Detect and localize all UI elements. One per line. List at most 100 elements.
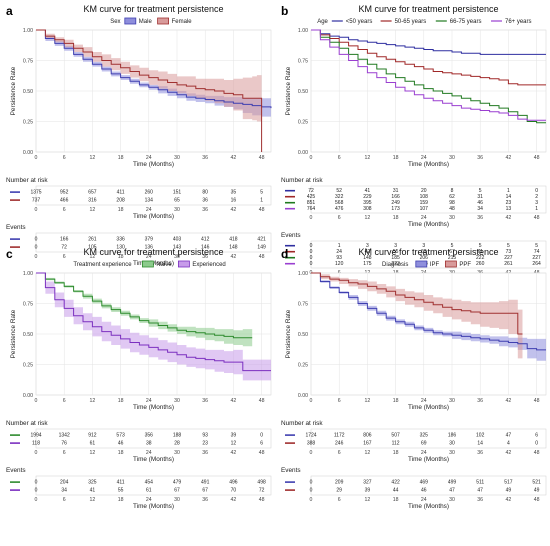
table-x-tick: 18	[393, 497, 399, 503]
x-tick-label: 30	[174, 398, 180, 404]
y-axis-label: Persistence Rate	[285, 309, 292, 358]
table-cell: 395	[363, 200, 372, 206]
y-tick-label: 0.25	[298, 120, 308, 126]
km-panel-a: a KM curve for treatment persistence Sex Ma…	[6, 4, 272, 267]
table-cell: 0	[535, 441, 538, 447]
table-cell: 5	[260, 190, 263, 196]
y-tick-label: 0.00	[23, 150, 33, 156]
risk_table-table: Number at risk 1375 952 657 411 260 151 80 35 5 73…	[6, 177, 272, 220]
x-tick-label: 36	[202, 398, 208, 404]
table-cell: 5	[479, 188, 482, 194]
events_table-header: Events	[281, 232, 301, 239]
y-tick-label: 0.00	[23, 393, 33, 399]
table-cell: 0	[35, 488, 38, 494]
table-cell: 102	[476, 433, 485, 439]
table-cell: 499	[448, 480, 457, 486]
y-axis-label: Persistence Rate	[10, 66, 17, 115]
legend-entry: Naive	[156, 262, 172, 268]
table-x-tick: 6	[63, 207, 66, 213]
table-x-tick: 42	[231, 254, 237, 260]
risk_table-header: Number at risk	[281, 420, 323, 427]
table-cell: 46	[421, 488, 427, 494]
table-cell: 466	[60, 198, 69, 204]
table-cell: 521	[532, 480, 541, 486]
table-cell: 222	[476, 255, 485, 261]
table-cell: 24	[336, 249, 342, 255]
table-cell: 14	[477, 441, 483, 447]
table-cell: 325	[420, 433, 429, 439]
table-cell: 61	[146, 488, 152, 494]
legend: Age <50 years 50-65 years 66-75 years 76+ ye…	[317, 19, 531, 25]
legend-title: Diagnosis	[382, 262, 408, 268]
table-cell: 52	[336, 188, 342, 194]
table-cell: 72	[61, 245, 67, 251]
legend: Sex Male Female	[110, 17, 193, 25]
y-tick-label: 0.25	[298, 363, 308, 369]
table-cell: 14	[506, 194, 512, 200]
km-curve-1	[311, 272, 523, 335]
y-tick-label: 0.50	[298, 89, 308, 95]
table-x-tick: 36	[202, 450, 208, 456]
table-cell: 223	[391, 261, 400, 267]
legend-swatch	[157, 17, 170, 25]
table-cell: 336	[116, 237, 125, 243]
table-cell: 209	[335, 480, 344, 486]
table-x-label: Time (Months)	[408, 456, 449, 463]
x-tick-label: 12	[90, 155, 96, 161]
chart-title: KM curve for treatment persistence	[83, 247, 223, 257]
table-cell: 454	[145, 480, 154, 486]
table-x-tick: 18	[393, 215, 399, 221]
y-tick-label: 0.25	[23, 363, 33, 369]
table-cell: 1	[260, 198, 263, 204]
table-cell: 30	[449, 441, 455, 447]
legend: Diagnosis IPF PPF	[382, 260, 471, 268]
table-cell: 72	[259, 488, 265, 494]
events_table-header: Events	[6, 224, 26, 231]
legend-entry: Male	[139, 19, 153, 25]
table-cell: 1994	[30, 433, 41, 439]
table-cell: 67	[202, 488, 208, 494]
table-x-tick: 30	[449, 497, 455, 503]
table-cell: 208	[116, 198, 125, 204]
km-curve-0	[311, 272, 546, 351]
table-x-tick: 24	[146, 254, 152, 260]
table-cell: 517	[504, 480, 513, 486]
table-cell: 764	[307, 206, 316, 212]
table-cell: 4	[507, 441, 510, 447]
x-tick-label: 48	[259, 398, 265, 404]
x-tick-label: 36	[477, 398, 483, 404]
x-tick-label: 48	[534, 155, 540, 161]
x-tick-label: 24	[146, 398, 152, 404]
table-frame	[35, 185, 272, 206]
table-cell: 5	[479, 243, 482, 249]
x-tick-label: 42	[506, 398, 512, 404]
table-cell: 120	[335, 261, 344, 267]
table-cell: 1172	[334, 433, 345, 439]
table-cell: 93	[336, 255, 342, 261]
table-x-tick: 48	[259, 254, 265, 260]
table-cell: 47	[477, 488, 483, 494]
table-cell: 29	[336, 488, 342, 494]
table-x-tick: 30	[449, 450, 455, 456]
x-tick-label: 30	[449, 155, 455, 161]
km-panel-d: d KM curve for treatment persistence Diagn…	[281, 247, 547, 510]
table-cell: 23	[506, 200, 512, 206]
legend-swatch	[141, 260, 154, 268]
table-x-tick: 36	[202, 254, 208, 260]
x-tick-label: 0	[35, 398, 38, 404]
table-x-tick: 12	[365, 497, 371, 503]
legend-entry: Female	[172, 19, 193, 25]
table-cell: 403	[173, 237, 182, 243]
table-cell: 31	[393, 188, 399, 194]
table-cell: 249	[391, 200, 400, 206]
table-cell: 130	[116, 245, 125, 251]
table-cell: 173	[391, 206, 400, 212]
table-frame	[35, 475, 272, 496]
table-cell: 42	[365, 249, 371, 255]
table-cell: 38	[146, 441, 152, 447]
table-cell: 356	[145, 433, 154, 439]
table-frame	[310, 240, 547, 269]
table-cell: 74	[534, 249, 540, 255]
